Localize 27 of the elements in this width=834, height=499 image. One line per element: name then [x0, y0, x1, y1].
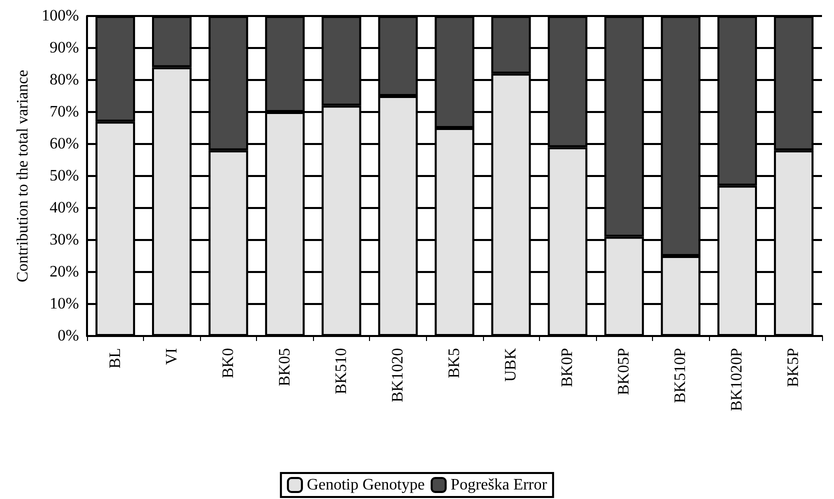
y-tick-label: 0%: [58, 328, 79, 344]
y-tick-label: 10%: [50, 296, 79, 312]
x-tick-label: BK510P: [672, 348, 690, 404]
x-tick-label: BK5P: [785, 348, 802, 388]
x-tick-label: BK05: [276, 348, 294, 386]
x-tick-label: VI: [163, 348, 180, 365]
y-tick-label: 30%: [50, 232, 79, 248]
x-tick-label: BK0P: [559, 348, 576, 388]
x-tick-label: BL: [106, 348, 124, 368]
y-tick-label: 80%: [50, 72, 79, 88]
x-tick-label: UBK: [502, 348, 520, 382]
y-tick-label: 50%: [50, 168, 79, 184]
y-tick-label: 70%: [50, 104, 79, 120]
y-tick-label: 20%: [50, 264, 79, 280]
legend-label: Genotip Genotype: [306, 476, 425, 494]
legend-label: Pogreška Error: [450, 476, 548, 494]
x-tick-label: BK1020P: [728, 348, 746, 412]
y-tick-label: 100%: [42, 8, 79, 24]
y-tick-label: 90%: [50, 40, 79, 56]
y-axis-title: Contribution to the total variance: [14, 70, 32, 282]
x-tick-label: BK1020: [389, 348, 406, 402]
x-tick-label: BK05P: [616, 348, 633, 396]
x-tick-label: BK510: [332, 348, 350, 394]
y-tick-label: 60%: [50, 136, 79, 152]
x-tick-label: BK0: [220, 348, 237, 378]
x-tick-label: BK5: [446, 348, 463, 378]
y-tick-label: 40%: [50, 200, 79, 216]
